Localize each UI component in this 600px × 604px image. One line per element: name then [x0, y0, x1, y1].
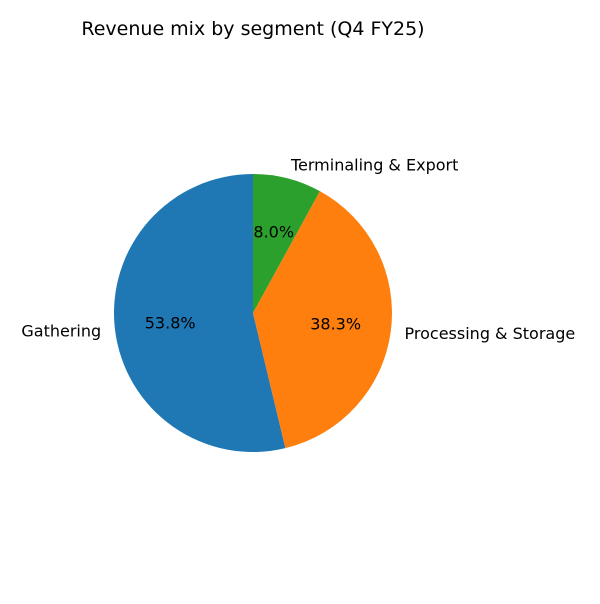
pie-slice-pct-label: 8.0% — [253, 223, 294, 242]
pie-slice-pct-label: 38.3% — [310, 315, 361, 334]
pie-slice-0 — [113, 174, 286, 453]
pie-slices — [113, 174, 392, 453]
pie-labels: 53.8% Gathering 38.3% Processing & Storage 8… — [21, 155, 575, 342]
pie-slice-1 — [253, 191, 392, 449]
pie-slice-label: Processing & Storage — [405, 324, 576, 343]
pie-slice-pct-label: 53.8% — [145, 313, 196, 332]
pie-slice-2 — [253, 174, 320, 313]
pie-slice-label: Gathering — [21, 321, 101, 340]
chart-title: Revenue mix by segment (Q4 FY25) — [81, 18, 424, 40]
pie-slice-label: Terminaling & Export — [290, 155, 458, 174]
